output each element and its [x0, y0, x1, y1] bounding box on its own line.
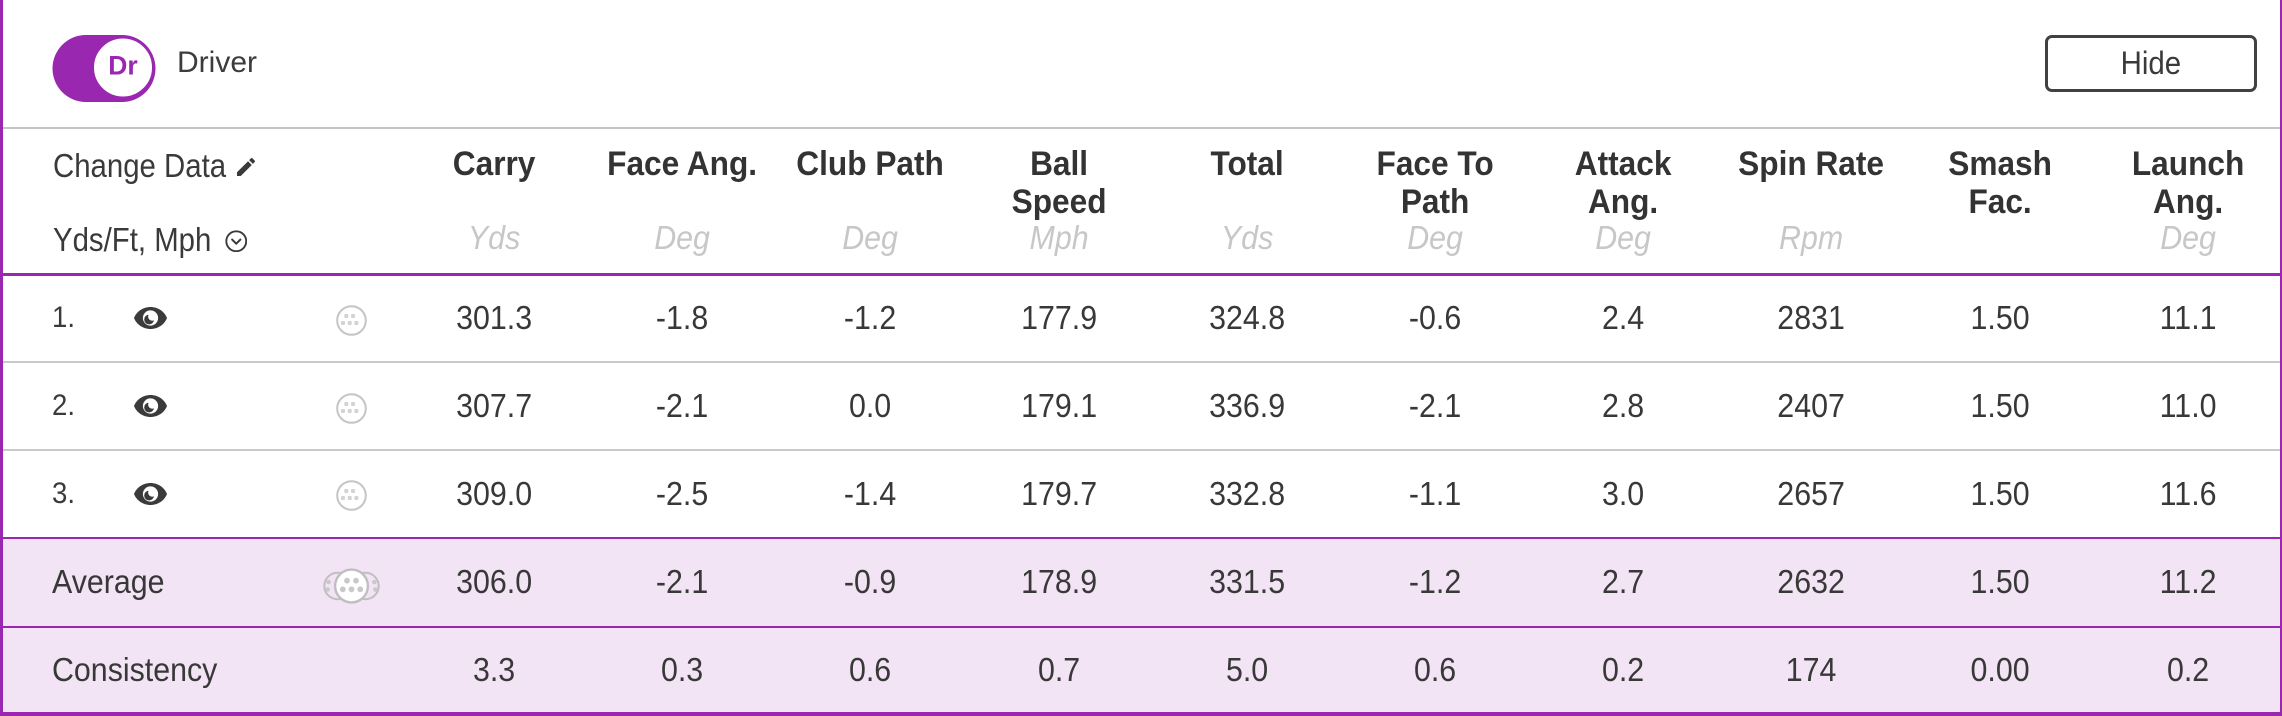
svg-text:Dr: Dr — [108, 51, 137, 81]
